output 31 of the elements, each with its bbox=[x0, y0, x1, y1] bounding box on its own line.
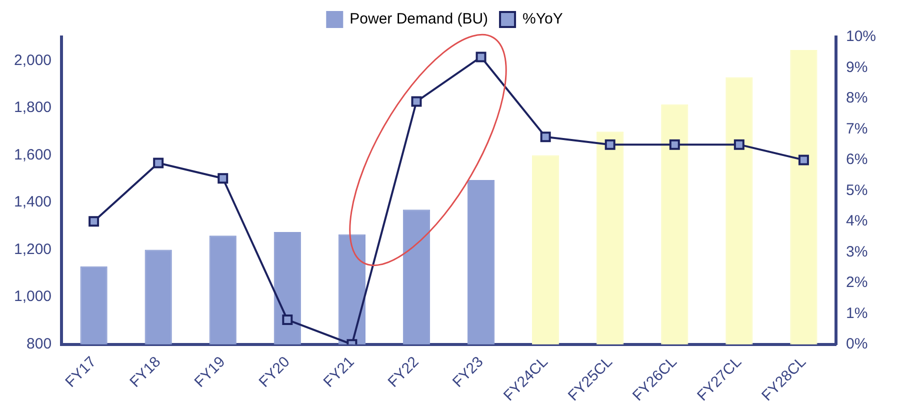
point bbox=[669, 139, 680, 150]
point bbox=[540, 132, 551, 142]
y-tick-label: 1,400 bbox=[14, 194, 52, 211]
y2-tick-label: 5% bbox=[846, 182, 868, 199]
y2-tick-label: 1% bbox=[846, 304, 868, 322]
point bbox=[218, 173, 228, 184]
y-tick-label: 1,600 bbox=[14, 146, 52, 164]
legend-label: Power Demand (BU) bbox=[350, 10, 488, 28]
point bbox=[88, 216, 100, 227]
point bbox=[604, 139, 616, 150]
point bbox=[734, 139, 744, 150]
y-tick-label: 1,200 bbox=[14, 240, 52, 258]
y-tick-label: 1,800 bbox=[14, 99, 52, 116]
y2-tick-label: 0% bbox=[846, 336, 868, 353]
y2-tick-label: 4% bbox=[846, 212, 868, 230]
point bbox=[282, 314, 293, 326]
point bbox=[153, 158, 164, 168]
point bbox=[476, 52, 486, 62]
y2-tick-label: 6% bbox=[846, 151, 868, 168]
y2-tick-label: 2% bbox=[846, 274, 868, 292]
y2-tick-label: 7% bbox=[846, 120, 868, 138]
y2-tick-label: 9% bbox=[846, 58, 868, 76]
legend-label: %YoY bbox=[522, 10, 563, 28]
y2-tick-label: 10% bbox=[846, 28, 876, 46]
y-tick-label: 1,000 bbox=[14, 288, 52, 306]
y2-tick-label: 8% bbox=[846, 90, 868, 107]
y2-tick-label: 3% bbox=[846, 243, 868, 260]
point bbox=[798, 154, 809, 166]
y-tick-label: 2,000 bbox=[14, 52, 52, 69]
y-tick-label: 800 bbox=[26, 336, 52, 353]
point bbox=[411, 96, 422, 107]
